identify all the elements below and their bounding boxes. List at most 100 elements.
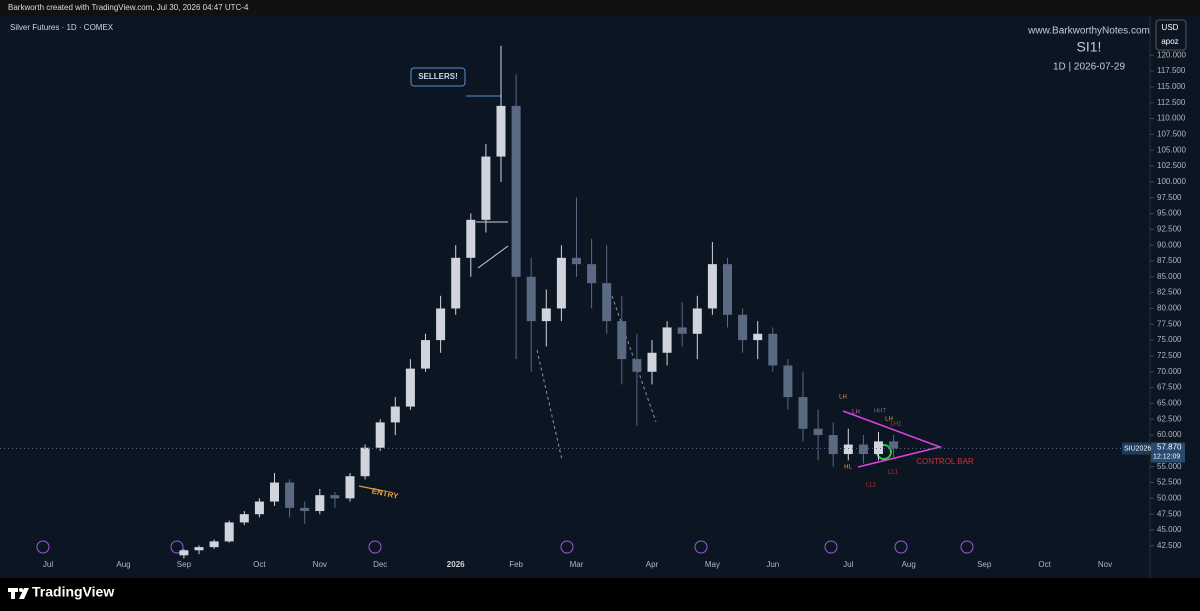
candle-body xyxy=(798,397,808,429)
candle-body xyxy=(194,547,204,551)
y-tick-label: 77.500 xyxy=(1157,319,1182,328)
x-tick-label: Jun xyxy=(766,560,779,569)
price-tag xyxy=(1151,442,1185,463)
candle-body xyxy=(541,308,551,322)
annotation-box xyxy=(410,67,466,87)
candle-body xyxy=(360,447,370,477)
candle-body xyxy=(436,308,446,341)
x-tick-label: Aug xyxy=(902,560,916,569)
currency-box[interactable] xyxy=(1155,19,1187,51)
x-tick-label: May xyxy=(705,560,720,569)
x-tick-label: Oct xyxy=(253,560,266,569)
x-tick-label: Sep xyxy=(977,560,992,569)
candle-body xyxy=(858,444,868,455)
x-tick-label: Oct xyxy=(1038,560,1051,569)
annotation: HL xyxy=(844,465,852,471)
symbol-title: SI1! xyxy=(1077,39,1102,55)
x-tick-label: 2026 xyxy=(447,560,465,569)
candle-body xyxy=(572,257,581,265)
candle-body xyxy=(723,264,732,315)
x-tick-label: Dec xyxy=(373,560,387,569)
price-axis xyxy=(1150,16,1200,578)
annotation: LL1 xyxy=(866,483,877,489)
y-tick-label: 102.500 xyxy=(1157,161,1186,170)
annotation: LH xyxy=(852,410,860,416)
candle-body xyxy=(632,359,642,372)
candle-body xyxy=(481,156,491,220)
y-tick-label: 87.500 xyxy=(1157,256,1182,265)
annotation: LH xyxy=(885,417,893,423)
candle-body xyxy=(239,514,249,523)
candle-body xyxy=(511,105,521,277)
candle-body xyxy=(466,219,476,258)
y-tick-label: 67.500 xyxy=(1157,383,1182,392)
candle-body xyxy=(587,264,597,284)
candle-body xyxy=(526,276,536,322)
candle-body xyxy=(300,507,310,512)
countdown: 12:12:09 xyxy=(1153,453,1180,460)
candle-body xyxy=(617,321,627,360)
y-tick-label: 105.000 xyxy=(1157,145,1186,154)
y-tick-label: 97.500 xyxy=(1157,193,1182,202)
plot-area xyxy=(0,16,1150,578)
candle-body xyxy=(843,444,853,455)
y-tick-label: 117.500 xyxy=(1157,66,1186,75)
candle-body xyxy=(315,495,325,512)
y-tick-label: 75.000 xyxy=(1157,335,1182,344)
candle-body xyxy=(390,406,400,423)
y-tick-label: 60.000 xyxy=(1157,430,1182,439)
y-tick-label: 52.500 xyxy=(1157,478,1182,487)
x-tick-label: Mar xyxy=(570,560,584,569)
annotation: LL1 xyxy=(888,470,899,476)
candle-body xyxy=(768,333,778,366)
candle-body xyxy=(738,314,748,341)
x-tick-label: Jul xyxy=(843,560,853,569)
candle-body xyxy=(179,550,189,556)
x-tick-label: Aug xyxy=(116,560,130,569)
x-tick-label: Apr xyxy=(646,560,659,569)
annotation: HHT xyxy=(874,409,887,415)
candle-body xyxy=(421,340,430,369)
y-tick-label: 42.500 xyxy=(1157,541,1182,550)
y-tick-label: 110.000 xyxy=(1157,114,1186,123)
candle-body xyxy=(707,264,717,309)
y-tick-label: 82.500 xyxy=(1157,288,1182,297)
candle-body xyxy=(783,365,793,398)
candle-body xyxy=(209,541,219,548)
x-tick-label: Sep xyxy=(177,560,192,569)
y-tick-label: 70.000 xyxy=(1157,367,1182,376)
annotation: LH xyxy=(839,395,847,401)
candle-body xyxy=(270,482,279,502)
y-tick-label: 90.000 xyxy=(1157,240,1182,249)
x-tick-label: Nov xyxy=(313,560,327,569)
annotation: CONTROL BAR xyxy=(916,457,974,466)
y-tick-label: 92.500 xyxy=(1157,224,1182,233)
y-tick-label: 65.000 xyxy=(1157,399,1182,408)
y-tick-label: 50.000 xyxy=(1157,493,1182,502)
candle-body xyxy=(285,482,295,508)
y-tick-label: 100.000 xyxy=(1157,177,1186,186)
candle-body xyxy=(405,368,415,407)
y-tick-label: 107.500 xyxy=(1157,129,1186,138)
y-tick-label: 115.000 xyxy=(1157,82,1186,91)
last-price-label: 57.870 xyxy=(1157,443,1182,452)
candle-body xyxy=(602,283,612,322)
scale-label[interactable]: apoz xyxy=(1161,37,1178,46)
x-tick-label: Feb xyxy=(509,560,523,569)
header: Barkworth created with TradingView.com, … xyxy=(8,3,249,12)
y-tick-label: 85.000 xyxy=(1157,272,1182,281)
currency[interactable]: USD xyxy=(1162,23,1179,32)
event-icons[interactable] xyxy=(36,540,974,554)
y-tick-label: 95.000 xyxy=(1157,209,1182,218)
candle-body xyxy=(345,476,355,499)
x-tick-label: Nov xyxy=(1098,560,1112,569)
candle-body xyxy=(254,501,264,515)
y-tick-label: 120.000 xyxy=(1157,50,1186,59)
annotation: SELLERS! xyxy=(418,72,458,81)
candle-body xyxy=(330,495,340,499)
symbol-label: SIU2026 xyxy=(1124,445,1151,452)
candle-body xyxy=(753,333,763,341)
y-tick-label: 72.500 xyxy=(1157,351,1182,360)
candle-body xyxy=(813,428,823,436)
